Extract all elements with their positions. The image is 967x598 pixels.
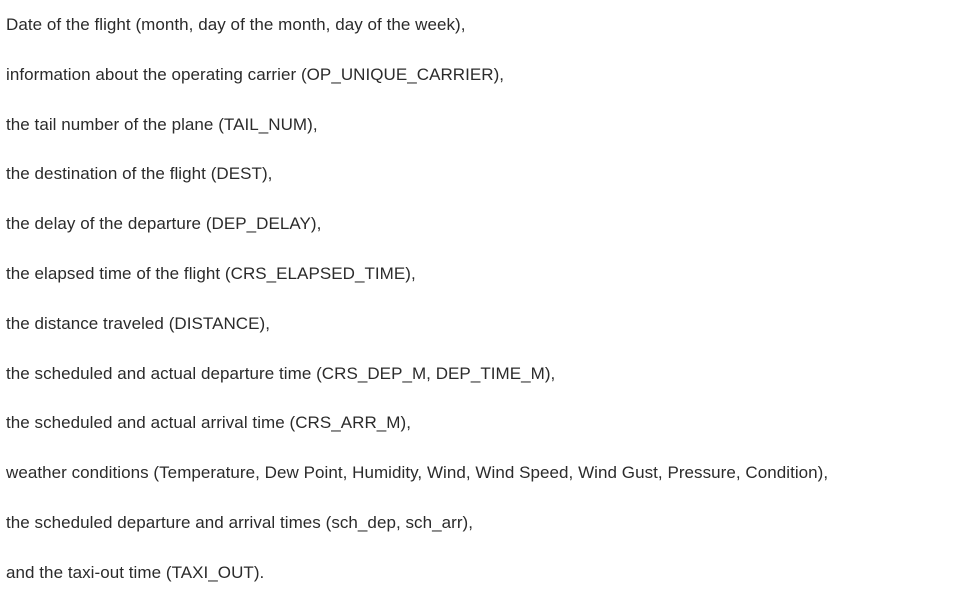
- text-line-operating-carrier: information about the operating carrier …: [6, 64, 505, 84]
- text-line-scheduled-times: the scheduled departure and arrival time…: [6, 512, 474, 532]
- text-line-taxi-out: and the taxi-out time (TAXI_OUT).: [6, 562, 265, 582]
- text-line-destination: the destination of the flight (DEST),: [6, 164, 273, 184]
- text-line-departure-delay: the delay of the departure (DEP_DELAY),: [6, 214, 322, 234]
- text-line-flight-date: Date of the flight (month, day of the mo…: [6, 15, 466, 34]
- text-line-distance: the distance traveled (DISTANCE),: [6, 313, 270, 333]
- text-line-elapsed-time: the elapsed time of the flight (CRS_ELAP…: [6, 263, 416, 283]
- text-line-departure-time: the scheduled and actual departure time …: [6, 363, 556, 383]
- text-line-weather-conditions: weather conditions (Temperature, Dew Poi…: [6, 463, 829, 483]
- feature-description-list: Date of the flight (month, day of the mo…: [6, 0, 961, 598]
- text-line-tail-number: the tail number of the plane (TAIL_NUM),: [6, 114, 318, 134]
- text-line-arrival-time: the scheduled and actual arrival time (C…: [6, 413, 412, 433]
